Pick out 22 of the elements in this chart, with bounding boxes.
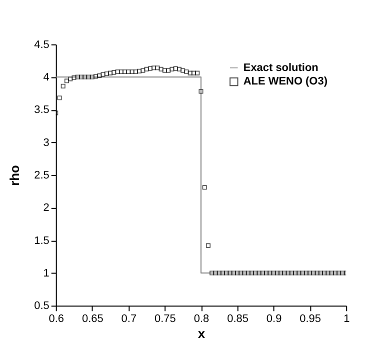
y-tick-label: 2.5 <box>34 169 50 182</box>
x-tick-label: 0.6 <box>48 313 64 326</box>
y-tick-label: 0.5 <box>34 300 50 312</box>
y-tick-label: 4 <box>43 71 50 84</box>
x-tick-label: 0.85 <box>227 313 248 326</box>
x-tick-label: 1 <box>344 313 350 326</box>
y-axis-title: rho <box>7 164 22 186</box>
x-tick-label: 0.9 <box>266 313 282 326</box>
x-axis-title: x <box>198 326 206 342</box>
x-tick-label: 0.95 <box>300 313 322 326</box>
y-tick-label: 1 <box>43 267 50 280</box>
y-tick-label: 2 <box>43 202 50 214</box>
y-tick-label: 3.5 <box>34 104 50 116</box>
legend-label: Exact solution <box>243 62 319 74</box>
x-tick-label: 0.8 <box>194 313 210 326</box>
y-tick-label: 3 <box>43 136 50 149</box>
legend-label: ALE WENO (O3) <box>243 76 328 88</box>
x-tick-label: 0.75 <box>154 313 176 326</box>
y-tick-label: 4.5 <box>34 38 50 51</box>
x-tick-label: 0.65 <box>82 313 104 326</box>
x-tick-label: 0.7 <box>121 313 137 326</box>
y-tick-label: 1.5 <box>34 234 50 247</box>
